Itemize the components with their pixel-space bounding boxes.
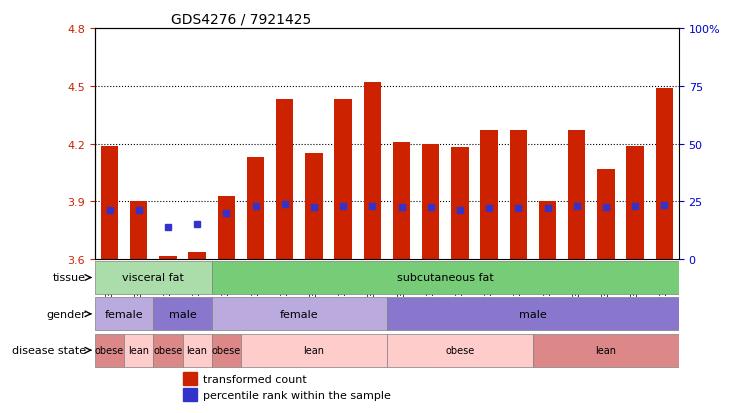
FancyBboxPatch shape	[212, 298, 387, 330]
Bar	[182, 388, 197, 401]
Text: visceral fat: visceral fat	[123, 273, 184, 283]
Text: transformed count: transformed count	[203, 374, 307, 384]
Bar	[334, 100, 352, 260]
Text: disease state: disease state	[12, 345, 86, 355]
FancyBboxPatch shape	[95, 298, 153, 330]
Text: subcutaneous fat: subcutaneous fat	[397, 273, 493, 283]
Bar	[159, 257, 177, 260]
Bar	[364, 83, 381, 260]
Text: obese: obese	[95, 345, 124, 355]
FancyBboxPatch shape	[212, 334, 241, 367]
Text: male: male	[519, 309, 547, 319]
Bar	[451, 147, 469, 260]
Text: gender: gender	[47, 309, 86, 319]
Text: tissue: tissue	[53, 273, 86, 283]
FancyBboxPatch shape	[153, 298, 212, 330]
Text: female: female	[105, 309, 143, 319]
Bar	[130, 202, 147, 260]
Bar	[101, 146, 118, 260]
FancyBboxPatch shape	[387, 334, 533, 367]
Text: percentile rank within the sample: percentile rank within the sample	[203, 390, 391, 400]
Text: lean: lean	[187, 345, 207, 355]
Text: lean: lean	[304, 345, 324, 355]
Bar	[182, 372, 197, 385]
Bar	[597, 169, 615, 260]
Text: lean: lean	[596, 345, 616, 355]
FancyBboxPatch shape	[387, 298, 679, 330]
Bar	[422, 144, 439, 260]
Bar	[247, 158, 264, 260]
Bar	[656, 88, 673, 260]
FancyBboxPatch shape	[212, 261, 679, 294]
Bar	[305, 154, 323, 260]
FancyBboxPatch shape	[95, 261, 212, 294]
Text: obese: obese	[445, 345, 475, 355]
Bar	[626, 146, 644, 260]
Bar	[276, 100, 293, 260]
Text: GDS4276 / 7921425: GDS4276 / 7921425	[171, 12, 311, 26]
Bar	[568, 131, 585, 260]
FancyBboxPatch shape	[95, 334, 124, 367]
Bar	[480, 131, 498, 260]
Bar	[393, 142, 410, 260]
Bar	[218, 196, 235, 260]
Bar	[188, 252, 206, 260]
FancyBboxPatch shape	[182, 334, 212, 367]
Text: female: female	[280, 309, 318, 319]
FancyBboxPatch shape	[241, 334, 387, 367]
Bar	[510, 131, 527, 260]
Bar	[539, 202, 556, 260]
Text: male: male	[169, 309, 196, 319]
Text: lean: lean	[128, 345, 149, 355]
Text: obese: obese	[153, 345, 182, 355]
FancyBboxPatch shape	[124, 334, 153, 367]
Text: obese: obese	[212, 345, 241, 355]
FancyBboxPatch shape	[153, 334, 182, 367]
FancyBboxPatch shape	[533, 334, 679, 367]
